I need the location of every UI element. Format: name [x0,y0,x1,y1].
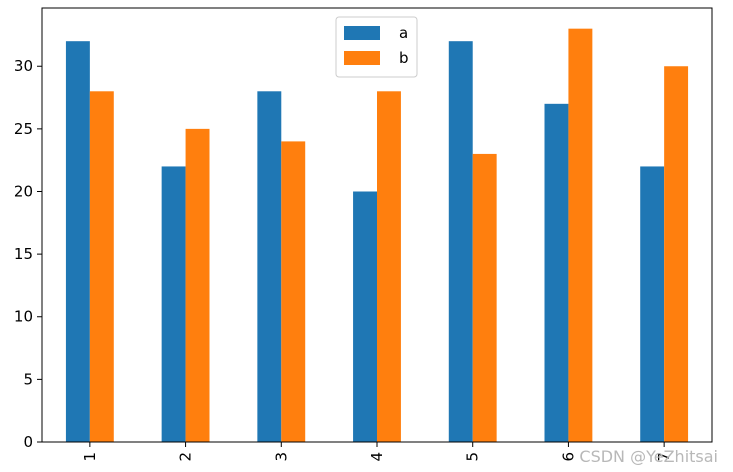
y-tick-label-0: 0 [23,433,33,451]
watermark-text: CSDN @YeZhitsai [579,447,718,466]
legend-swatch-a [344,26,380,40]
x-tick-label-6: 6 [559,452,577,462]
bars-group [65,28,689,443]
bar-b-3 [281,141,306,443]
y-tick-label-10: 10 [14,308,33,326]
bar-a-2 [161,166,186,442]
legend-label-b: b [399,49,409,67]
x-tick-label-7: 7 [655,452,673,462]
bar-a-4 [353,191,377,442]
bar-a-5 [448,41,473,442]
x-tick-label-4: 4 [368,452,386,462]
x-tick-label-2: 2 [177,452,195,462]
bar-b-1 [89,91,114,442]
y-tick-label-20: 20 [14,182,33,200]
legend-label-a: a [399,24,408,42]
bar-b-5 [472,153,497,442]
x-tick-label-3: 3 [272,452,290,462]
legend: ab [335,16,418,78]
x-tick-label-5: 5 [464,452,482,462]
x-axis: 1 2 3 4 5 6 7 [81,442,673,462]
bar-a-7 [640,166,665,442]
y-axis: 0 5 10 15 20 25 30 [14,57,42,451]
bar-a-3 [257,91,282,442]
bar-a-6 [544,103,569,443]
legend-swatch-b [344,51,380,65]
bar-b-2 [185,128,210,442]
y-tick-label-15: 15 [14,245,33,263]
bar-b-6 [568,28,593,443]
bar-a-1 [65,41,90,442]
bar-b-4 [377,91,401,442]
y-tick-label-5: 5 [23,370,33,388]
bar-b-7 [664,66,689,442]
y-tick-label-30: 30 [14,57,33,75]
x-tick-label-1: 1 [81,452,99,462]
y-tick-label-25: 25 [14,120,33,138]
